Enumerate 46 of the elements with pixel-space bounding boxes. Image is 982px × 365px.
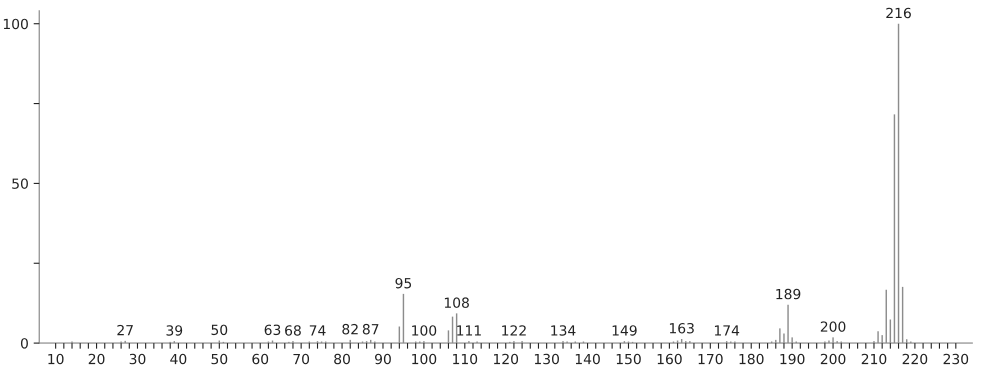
annotation: 108 [444, 297, 469, 308]
annotation: 122 [502, 325, 526, 336]
annotation: 63 [264, 324, 280, 336]
x-tick-label: 180 [740, 354, 764, 364]
annotation: 111 [457, 325, 481, 336]
annotation: 149 [612, 325, 637, 336]
x-tick-label: 20 [88, 354, 104, 364]
x-tick-label: 70 [293, 354, 310, 364]
x-tick-label: 230 [944, 354, 968, 364]
annotation: 82 [342, 324, 358, 334]
y-tick-label: 100 [4, 18, 28, 30]
x-tick-label: 170 [698, 354, 723, 364]
x-tick-label: 40 [170, 354, 186, 364]
x-tick-label: 190 [780, 354, 804, 364]
annotation: 87 [362, 324, 378, 334]
x-tick-label: 120 [494, 354, 518, 364]
x-tick-label: 200 [820, 354, 846, 364]
x-tick-label: 140 [576, 354, 600, 364]
x-tick-label: 90 [375, 354, 391, 364]
x-tick-label: 30 [130, 354, 146, 364]
annotation: 95 [395, 278, 412, 288]
x-tick-label: 50 [212, 354, 228, 364]
x-tick-label: 210 [862, 354, 886, 364]
x-tick-label: 150 [616, 354, 641, 364]
annotation: 200 [820, 321, 846, 332]
annotation: 100 [412, 325, 436, 336]
x-tick-label: 60 [252, 354, 268, 364]
x-tick-label: 80 [334, 354, 350, 364]
annotation: 68 [285, 325, 301, 336]
y-tick-label: 0 [20, 338, 28, 349]
x-tick-label: 10 [48, 354, 64, 364]
y-tick-label: 50 [12, 178, 28, 189]
annotation: 27 [117, 324, 133, 336]
annotation: 174 [714, 325, 740, 336]
annotation: 134 [551, 325, 576, 336]
x-tick-label: 160 [658, 354, 682, 364]
x-tick-label: 220 [902, 354, 928, 364]
annotation: 189 [776, 288, 800, 300]
x-tick-label: 130 [534, 354, 559, 364]
annotation: 50 [212, 324, 228, 336]
x-tick-label: 100 [412, 354, 436, 364]
annotation: 163 [670, 322, 694, 334]
annotation: 74 [310, 325, 326, 336]
annotation: 39 [166, 325, 182, 336]
x-tick-label: 110 [453, 354, 478, 364]
annotation: 216 [886, 8, 911, 18]
